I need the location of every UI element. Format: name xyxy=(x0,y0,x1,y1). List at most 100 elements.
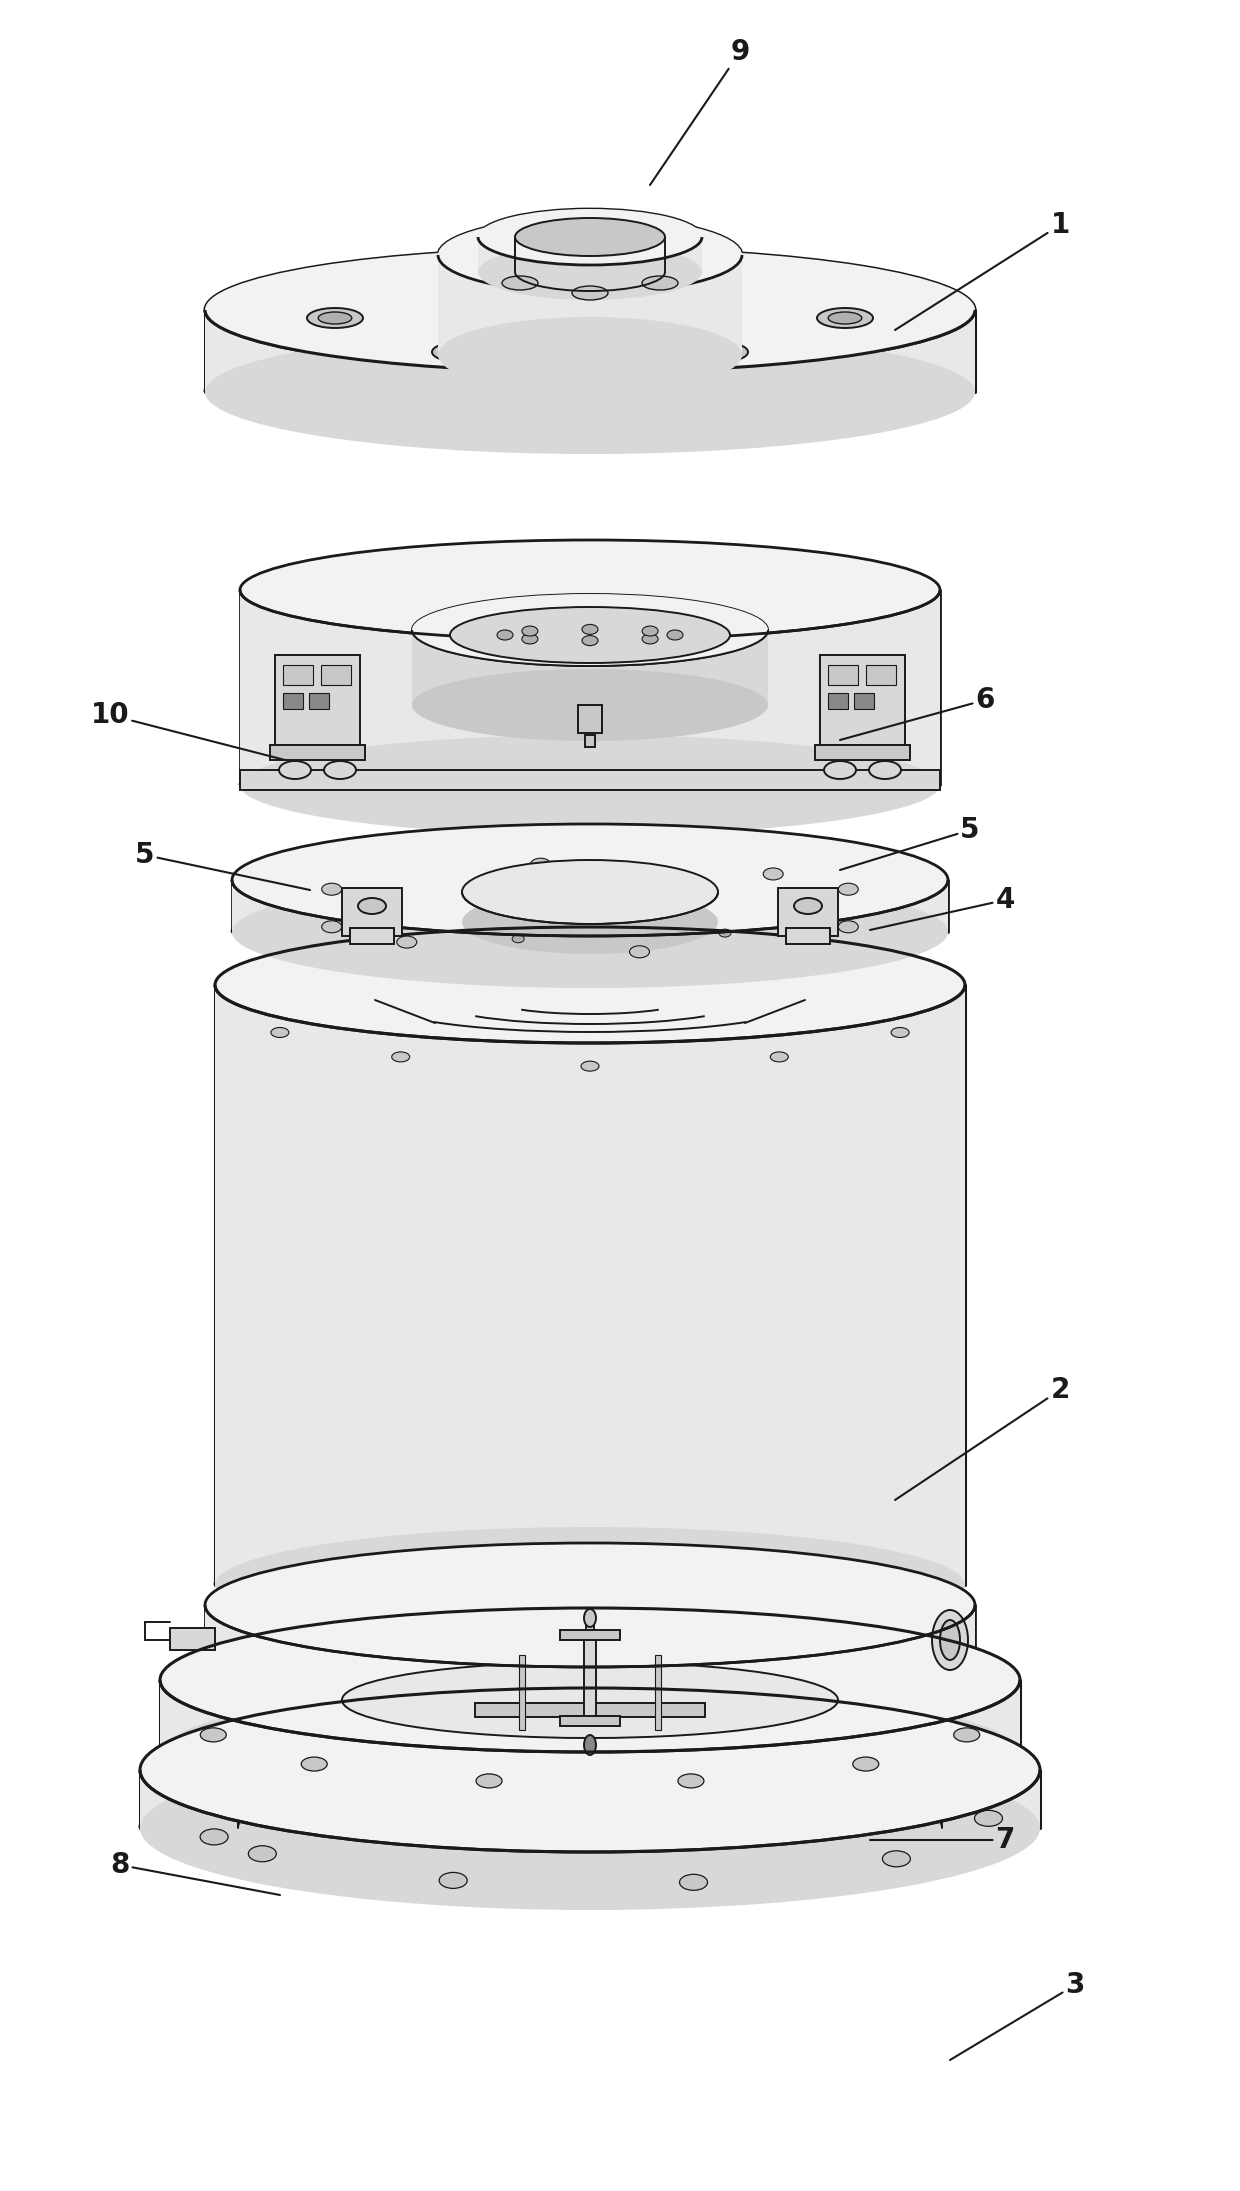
Ellipse shape xyxy=(160,1683,1021,1827)
Ellipse shape xyxy=(450,607,730,664)
Text: 3: 3 xyxy=(950,1972,1085,2060)
Polygon shape xyxy=(232,881,949,931)
Ellipse shape xyxy=(582,624,598,635)
Ellipse shape xyxy=(358,898,386,914)
Text: 1: 1 xyxy=(895,210,1070,331)
Polygon shape xyxy=(438,254,742,355)
Ellipse shape xyxy=(205,248,975,372)
Polygon shape xyxy=(140,1770,1040,1827)
Ellipse shape xyxy=(241,539,940,640)
Bar xyxy=(655,1654,661,1731)
Ellipse shape xyxy=(205,331,975,454)
Bar xyxy=(275,655,360,745)
Ellipse shape xyxy=(642,276,678,289)
Ellipse shape xyxy=(719,929,732,938)
Ellipse shape xyxy=(377,909,389,918)
Ellipse shape xyxy=(476,1775,502,1788)
Ellipse shape xyxy=(412,594,768,666)
Ellipse shape xyxy=(531,859,551,870)
Bar xyxy=(283,666,312,686)
Bar xyxy=(828,692,848,710)
Ellipse shape xyxy=(572,287,608,300)
Ellipse shape xyxy=(497,631,513,640)
Ellipse shape xyxy=(438,217,742,294)
Bar xyxy=(560,1716,620,1727)
Ellipse shape xyxy=(438,318,742,392)
Ellipse shape xyxy=(298,940,882,1030)
Ellipse shape xyxy=(853,1757,879,1770)
Ellipse shape xyxy=(324,760,356,780)
Bar xyxy=(283,692,303,710)
Ellipse shape xyxy=(770,1052,789,1063)
Ellipse shape xyxy=(892,1028,909,1039)
Bar xyxy=(777,887,838,936)
Text: 10: 10 xyxy=(91,701,285,760)
Polygon shape xyxy=(205,1606,975,1663)
Ellipse shape xyxy=(463,861,718,925)
Ellipse shape xyxy=(512,936,525,942)
Bar xyxy=(520,1654,525,1731)
Ellipse shape xyxy=(377,898,389,907)
Ellipse shape xyxy=(232,824,949,936)
Ellipse shape xyxy=(940,1619,960,1661)
Text: 4: 4 xyxy=(870,885,1014,929)
Ellipse shape xyxy=(477,208,702,265)
Ellipse shape xyxy=(678,1775,704,1788)
Bar xyxy=(170,1628,215,1650)
Bar xyxy=(350,929,394,944)
Ellipse shape xyxy=(703,346,737,357)
Text: 8: 8 xyxy=(110,1851,280,1895)
Ellipse shape xyxy=(582,635,598,646)
Ellipse shape xyxy=(140,1687,1040,1851)
Text: 9: 9 xyxy=(650,37,750,184)
Ellipse shape xyxy=(412,668,768,741)
Ellipse shape xyxy=(279,760,311,780)
Ellipse shape xyxy=(463,890,718,953)
Ellipse shape xyxy=(439,1873,467,1889)
Ellipse shape xyxy=(308,309,363,329)
Ellipse shape xyxy=(443,346,477,357)
Ellipse shape xyxy=(584,1608,596,1628)
Bar xyxy=(815,745,910,760)
Text: 6: 6 xyxy=(839,686,994,741)
Bar xyxy=(241,769,940,791)
Ellipse shape xyxy=(932,1610,968,1670)
Ellipse shape xyxy=(817,309,873,329)
Ellipse shape xyxy=(512,874,525,881)
Ellipse shape xyxy=(630,947,650,957)
Text: 2: 2 xyxy=(895,1376,1070,1501)
Ellipse shape xyxy=(200,1829,228,1845)
Ellipse shape xyxy=(232,876,949,988)
Ellipse shape xyxy=(582,1060,599,1071)
Polygon shape xyxy=(160,1680,1021,1755)
Bar xyxy=(270,745,365,760)
Ellipse shape xyxy=(794,898,822,914)
Bar xyxy=(587,1615,594,1630)
Polygon shape xyxy=(205,309,975,392)
Ellipse shape xyxy=(522,633,538,644)
Ellipse shape xyxy=(205,1602,975,1724)
Ellipse shape xyxy=(319,311,352,324)
Polygon shape xyxy=(463,892,718,922)
Ellipse shape xyxy=(205,1542,975,1667)
Ellipse shape xyxy=(502,276,538,289)
Polygon shape xyxy=(477,237,702,272)
Ellipse shape xyxy=(838,883,858,896)
Ellipse shape xyxy=(201,1729,226,1742)
Ellipse shape xyxy=(392,1052,409,1063)
Bar xyxy=(578,706,601,734)
Ellipse shape xyxy=(321,883,342,896)
Ellipse shape xyxy=(477,243,702,300)
Bar xyxy=(560,1630,620,1641)
Ellipse shape xyxy=(342,1663,838,1737)
Ellipse shape xyxy=(975,1810,1002,1827)
Ellipse shape xyxy=(140,1746,1040,1911)
Bar xyxy=(321,666,351,686)
Ellipse shape xyxy=(241,734,940,835)
Ellipse shape xyxy=(954,1729,980,1742)
Polygon shape xyxy=(215,986,965,1584)
Ellipse shape xyxy=(215,1527,965,1643)
Ellipse shape xyxy=(838,920,858,933)
Ellipse shape xyxy=(692,342,748,362)
Ellipse shape xyxy=(642,633,658,644)
